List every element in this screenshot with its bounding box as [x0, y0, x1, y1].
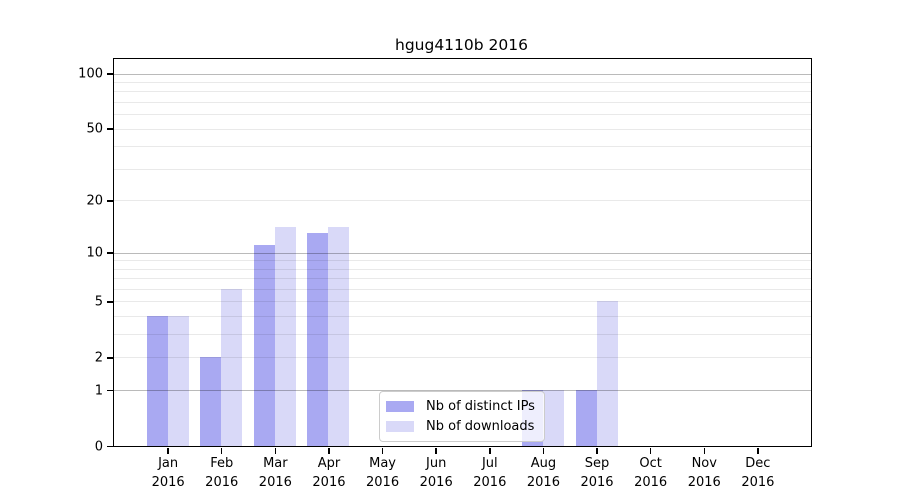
y-axis-tick: [107, 252, 113, 254]
gridline-minor: [114, 102, 811, 104]
x-axis-tick: [167, 448, 169, 454]
gridline-minor: [114, 146, 811, 148]
bar-downloads-sep: [596, 301, 618, 446]
y-axis-tick: [107, 445, 113, 448]
y-axis-tick: [107, 389, 113, 392]
x-axis-tick: [703, 448, 706, 454]
legend-item-distinct-ips: Nb of distinct IPs: [386, 399, 536, 414]
gridline-minor: [114, 260, 811, 262]
x-axis-tick: [596, 448, 598, 454]
gridline-minor: [114, 168, 811, 170]
y-axis-tick: [107, 128, 113, 130]
gridline-minor: [114, 268, 811, 270]
bar-downloads-mar: [274, 227, 296, 446]
x-axis-tick: [328, 448, 330, 454]
bar-downloads-jan: [167, 316, 189, 446]
gridline-minor: [114, 301, 811, 303]
legend-swatch-distinct-ips: [386, 401, 414, 412]
gridline-minor: [114, 114, 811, 116]
x-tick-label-mar: Mar 2016: [258, 456, 292, 490]
x-tick-label-dec: Dec 2016: [741, 456, 775, 490]
y-axis-tick: [107, 200, 113, 202]
y-axis-tick: [107, 73, 113, 75]
y-tick-label: 50: [86, 121, 103, 137]
bar-downloads-apr: [328, 227, 350, 446]
x-tick-label-oct: Oct 2016: [634, 456, 668, 490]
legend-item-downloads: Nb of downloads: [386, 419, 536, 434]
x-tick-label-apr: Apr 2016: [312, 456, 346, 490]
x-axis-tick: [381, 448, 384, 454]
x-axis-tick: [220, 448, 223, 454]
bar-downloads-feb: [221, 288, 243, 446]
x-axis-tick: [435, 448, 437, 454]
bar-distinct-ips-sep: [575, 390, 597, 446]
y-tick-label: 1: [94, 383, 103, 399]
x-tick-label-sep: Sep 2016: [580, 456, 614, 490]
gridline-minor: [114, 200, 811, 202]
gridline-minor: [114, 81, 811, 83]
y-tick-label: 2: [94, 350, 103, 366]
bar-downloads-aug: [542, 390, 564, 446]
bar-distinct-ips-apr: [307, 233, 329, 446]
x-axis-tick: [757, 448, 759, 454]
legend-swatch-downloads: [386, 421, 414, 432]
gridline-minor: [114, 316, 811, 318]
legend: Nb of distinct IPs Nb of downloads: [379, 391, 545, 442]
y-axis-tick: [107, 301, 113, 303]
legend-label-distinct-ips: Nb of distinct IPs: [426, 399, 535, 414]
x-tick-label-jun: Jun 2016: [419, 456, 453, 490]
bar-distinct-ips-mar: [253, 245, 275, 446]
gridline-major: [114, 252, 811, 254]
gridline-major: [114, 73, 811, 75]
y-tick-label: 5: [94, 294, 103, 310]
chart-title: hgug4110b 2016: [395, 36, 528, 54]
x-axis-tick: [542, 448, 545, 454]
x-axis-tick: [649, 448, 652, 454]
x-tick-label-nov: Nov 2016: [687, 456, 721, 490]
gridline-major: [114, 390, 811, 392]
gridline-minor: [114, 357, 811, 359]
x-tick-label-jul: Jul 2016: [473, 456, 507, 490]
legend-label-downloads: Nb of downloads: [426, 419, 535, 434]
x-tick-label-may: May 2016: [366, 456, 400, 490]
x-tick-label-jan: Jan 2016: [151, 456, 185, 490]
x-tick-label-feb: Feb 2016: [205, 456, 239, 490]
x-axis-tick: [489, 448, 491, 454]
y-tick-label: 20: [86, 193, 103, 209]
gridline-minor: [114, 278, 811, 280]
y-tick-label: 100: [78, 66, 103, 82]
gridline-minor: [114, 91, 811, 93]
x-axis-tick: [274, 448, 277, 454]
y-axis-tick: [107, 357, 113, 359]
gridline-minor: [114, 288, 811, 290]
y-tick-label: 0: [94, 439, 103, 454]
plot-area: [113, 58, 812, 447]
bar-distinct-ips-feb: [200, 357, 222, 446]
gridline-minor: [114, 334, 811, 336]
x-tick-label-aug: Aug 2016: [526, 456, 560, 490]
y-tick-label: 10: [86, 245, 103, 261]
bar-distinct-ips-jan: [146, 316, 168, 446]
gridline-minor: [114, 128, 811, 130]
